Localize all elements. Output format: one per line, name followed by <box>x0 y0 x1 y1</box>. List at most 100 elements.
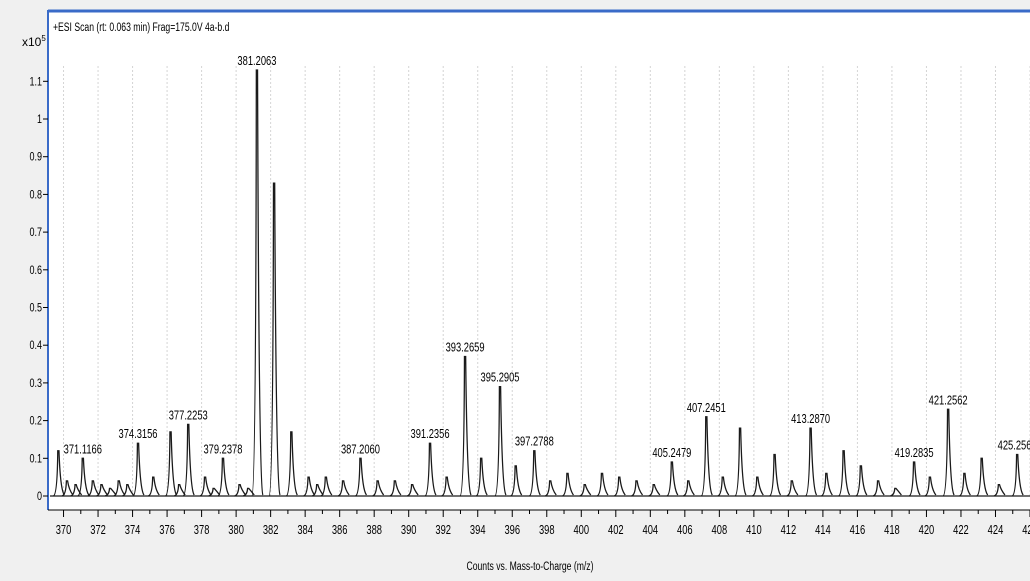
spectrum-peak <box>70 484 83 497</box>
x-tick-label: 420 <box>919 524 935 538</box>
spectrum-trace <box>50 69 1030 497</box>
x-tick-label: 416 <box>850 524 866 538</box>
spectrum-peak <box>631 480 644 497</box>
x-tick-label: 404 <box>643 524 659 538</box>
spectrum-peak <box>924 476 937 497</box>
spectrum-peak <box>717 476 730 497</box>
spectrum-peak <box>337 480 350 497</box>
spectrum-peak <box>596 472 609 497</box>
spectrum-peak <box>147 476 160 497</box>
y-tick-label: 0.8 <box>29 188 42 202</box>
spectrum-peak <box>613 476 626 497</box>
spectrum-peak <box>389 480 402 497</box>
spectrum-peak <box>1011 453 1024 497</box>
spectrum-peak <box>993 484 1006 497</box>
y-tick-label: 0.7 <box>29 226 42 240</box>
y-multiplier-label: x105 <box>22 34 46 49</box>
x-tick-label: 396 <box>504 524 520 538</box>
spectrum-peak <box>872 480 885 497</box>
x-tick-label: 380 <box>228 524 244 538</box>
spectrum-peak <box>251 69 264 497</box>
x-axis-label: Counts vs. Mass-to-Charge (m/z) <box>466 561 593 574</box>
plot-background <box>48 10 1030 510</box>
spectrum-peak <box>406 484 419 497</box>
spectrum-peak <box>786 480 799 497</box>
spectrum-peak <box>268 182 281 497</box>
spectrum-peak <box>562 472 575 497</box>
y-tick-label: 1.1 <box>29 75 42 89</box>
peak-labels: 371.1166 374.3156 377.2253 379.2378 381.2063… <box>64 55 1030 461</box>
spectrum-peak <box>113 480 126 497</box>
spectrum-peak <box>528 450 541 497</box>
spectrum-peak <box>494 386 507 497</box>
peak-label: 419.2835 <box>895 447 934 461</box>
spectrum-peak <box>182 423 195 497</box>
x-tick-label: 374 <box>125 524 141 538</box>
y-tick-label: 0.3 <box>29 377 42 391</box>
peak-label: 421.2562 <box>929 394 968 408</box>
chart-title: +ESI Scan (rt: 0.063 min) Frag=175.0V 4a… <box>53 22 230 35</box>
spectrum-peak <box>173 484 186 497</box>
x-tick-label: 418 <box>884 524 900 538</box>
spectrum-peak <box>441 476 454 497</box>
peak-label: 413.2870 <box>791 413 830 427</box>
peak-label: 393.2659 <box>446 341 485 355</box>
x-tick-label: 400 <box>573 524 589 538</box>
x-tick-label: 384 <box>297 524 313 538</box>
spectrum-peak <box>855 465 868 497</box>
peak-label: 374.3156 <box>119 428 158 442</box>
spectrum-peak <box>424 442 437 497</box>
spectrum-peak <box>208 487 221 497</box>
spectrum-peak <box>303 476 316 497</box>
spectrum-peak <box>311 484 324 497</box>
spectrum-peak <box>52 450 65 497</box>
spectrum-peak <box>734 427 747 497</box>
spectrum-peak <box>77 457 90 497</box>
spectrum-peak <box>96 484 109 497</box>
x-tick-label: 426 <box>1022 524 1030 538</box>
peak-label: 405.2479 <box>652 447 691 461</box>
x-tick-label: 412 <box>781 524 797 538</box>
spectrum-peak <box>132 442 145 497</box>
spectrum-peak <box>61 480 74 497</box>
spectrum-peak <box>372 480 385 497</box>
spectrum-peak <box>890 487 902 497</box>
x-tick-label: 388 <box>366 524 382 538</box>
peak-label: 377.2253 <box>169 409 208 423</box>
spectrum-peak <box>165 431 178 497</box>
y-tick-label: 0.5 <box>29 301 42 315</box>
y-tick-label: 0.2 <box>29 414 42 428</box>
x-tick-label: 424 <box>988 524 1004 538</box>
peak-label: 371.1166 <box>64 443 102 457</box>
spectrum-peak <box>700 416 713 497</box>
spectrum-peak <box>459 355 472 497</box>
x-tick-label: 408 <box>712 524 728 538</box>
peak-label: 381.2063 <box>237 55 276 69</box>
spectrum-peak <box>234 484 247 497</box>
spectrum-peak <box>544 480 557 497</box>
spectrum-peak <box>769 453 782 497</box>
spectrum-peak <box>683 480 695 497</box>
x-tick-label: 394 <box>470 524 486 538</box>
x-tick-label: 390 <box>401 524 417 538</box>
x-tick-label: 376 <box>159 524 175 538</box>
peak-label: 379.2378 <box>203 443 242 457</box>
peak-label: 397.2788 <box>515 435 554 449</box>
x-tick-label: 422 <box>953 524 969 538</box>
spectrum-peak <box>959 472 971 497</box>
y-tick-label: 0.9 <box>29 151 42 165</box>
spectrum-peak <box>199 476 212 497</box>
peak-label: 395.2905 <box>481 371 520 385</box>
peak-label: 425.2565 <box>998 439 1030 453</box>
axes: 0 0.1 0.2 0.3 0.4 0.5 0.6 0.7 0.8 0.9 1 1.1 370 372 37… <box>29 75 1030 537</box>
peak-label: 387.2060 <box>341 443 380 457</box>
spectrum-peak <box>579 484 592 497</box>
x-tick-label: 378 <box>194 524 210 538</box>
spectrum-peak <box>908 461 921 497</box>
x-tick-label: 370 <box>56 524 72 538</box>
x-tick-label: 392 <box>435 524 451 538</box>
y-tick-label: 0.4 <box>29 339 42 353</box>
spectrum-peak <box>821 472 833 497</box>
spectrum-peak <box>976 457 989 497</box>
